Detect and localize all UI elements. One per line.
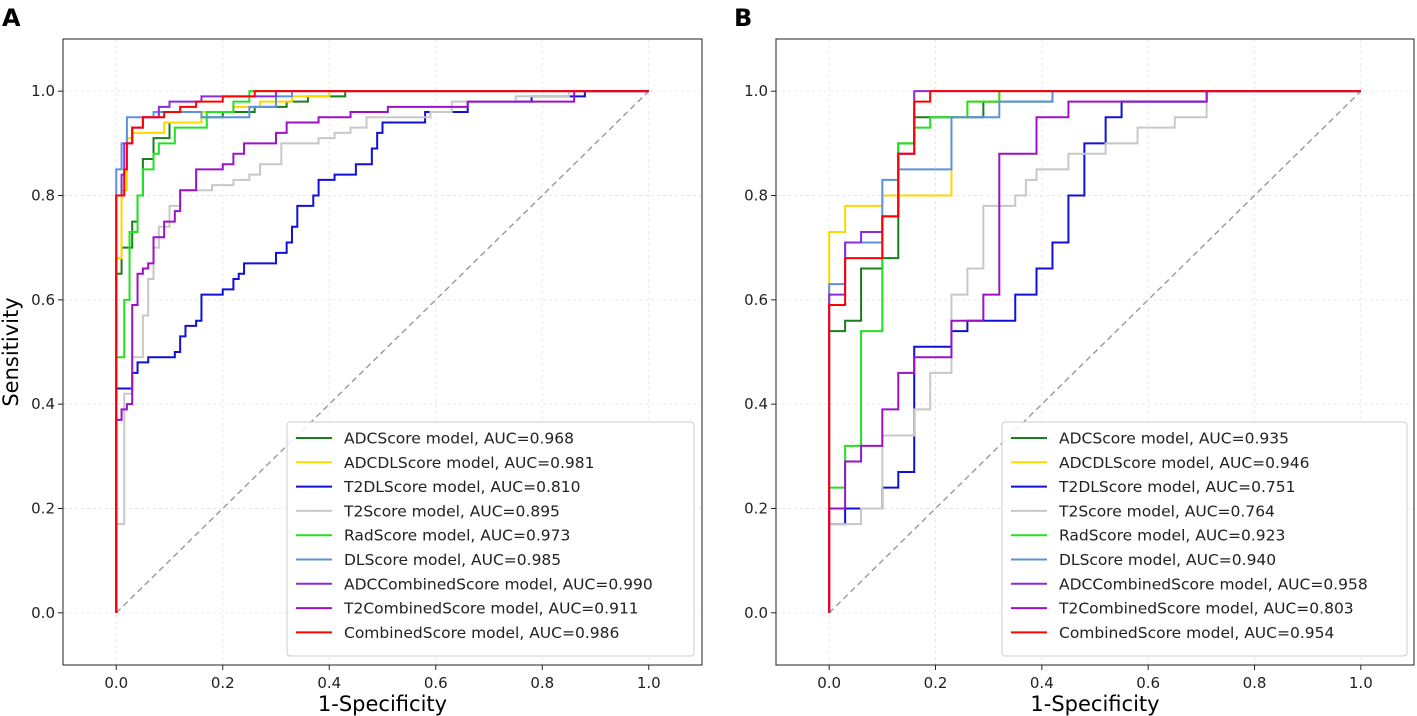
legend-entry: ADCCombinedScore model, AUC=0.990 <box>344 575 653 593</box>
legend-entry: ADCScore model, AUC=0.968 <box>344 430 574 448</box>
legend-entry: ADCCombinedScore model, AUC=0.958 <box>1059 575 1368 593</box>
y-tick-label: 0.6 <box>744 291 768 309</box>
x-tick-label: 0.4 <box>1030 674 1054 692</box>
legend-entry: T2Score model, AUC=0.895 <box>343 502 560 520</box>
legend-entry: T2CombinedScore model, AUC=0.911 <box>343 600 639 618</box>
x-axis-title: 1-Specificity <box>318 692 447 716</box>
legend-entry: T2Score model, AUC=0.764 <box>1058 502 1275 520</box>
roc-curve-combinedscore <box>115 90 649 613</box>
x-tick-label: 1.0 <box>637 674 661 692</box>
legend-entry: ADCDLScore model, AUC=0.946 <box>1059 454 1310 472</box>
y-tick-label: 1.0 <box>744 82 768 100</box>
roc-panel-a: A 0.0 0.2 0.4 0.6 0.8 1.0 0.0 0.2 0.4 0.6 0.8 1.0 1-S… <box>0 4 703 716</box>
x-tick-label: 0.8 <box>1243 674 1267 692</box>
y-tick-label: 0.4 <box>31 395 55 413</box>
x-tick-label: 0.0 <box>817 674 841 692</box>
legend: ADCScore model, AUC=0.968 ADCDLScore mode… <box>286 421 695 657</box>
x-tick-label: 0.2 <box>211 674 235 692</box>
x-tick-label: 0.8 <box>530 674 554 692</box>
plot-frame <box>62 38 703 666</box>
roc-curve-t2combinedscore <box>115 90 649 613</box>
legend-entry: T2CombinedScore model, AUC=0.803 <box>1058 600 1354 618</box>
legend-box <box>286 421 695 657</box>
y-tick-label: 0.0 <box>744 604 768 622</box>
y-tick-label: 1.0 <box>31 82 55 100</box>
x-tick-label: 0.0 <box>104 674 128 692</box>
panel-label: B <box>734 4 752 32</box>
y-tick-label: 0.2 <box>744 500 768 518</box>
legend-entry: ADCDLScore model, AUC=0.981 <box>344 454 595 472</box>
legend-entry: DLScore model, AUC=0.985 <box>344 551 561 569</box>
y-tick-label: 0.8 <box>744 187 768 205</box>
roc-curve-t2score <box>115 90 649 613</box>
y-tick-label: 0.2 <box>31 500 55 518</box>
x-tick-label: 0.6 <box>1136 674 1160 692</box>
y-tick-label: 0.4 <box>744 395 768 413</box>
legend-box <box>1001 421 1408 657</box>
roc-curve-radscore <box>115 90 649 613</box>
x-tick-label: 1.0 <box>1349 674 1373 692</box>
roc-panel-b: B 0.0 0.2 0.4 0.6 0.8 1.0 0.0 0.2 0.4 0.6 0.8 1.0 1-S… <box>734 4 1415 716</box>
legend-entry: RadScore model, AUC=0.923 <box>1059 527 1285 545</box>
roc-curve-t2dlscore <box>115 90 649 613</box>
chance-diagonal-line <box>115 90 650 614</box>
y-tick-label: 0.8 <box>31 187 55 205</box>
x-axis-title: 1-Specificity <box>1030 692 1159 716</box>
chance-diagonal-line <box>828 90 1362 614</box>
legend-entry: T2DLScore model, AUC=0.751 <box>1058 478 1296 496</box>
legend-entry: RadScore model, AUC=0.973 <box>344 527 570 545</box>
roc-curve-t2combinedscore <box>828 90 1361 613</box>
x-tick-label: 0.6 <box>424 674 448 692</box>
roc-curve-t2score <box>828 90 1361 613</box>
y-tick-label: 0.0 <box>31 604 55 622</box>
roc-curve-radscore <box>828 90 1361 613</box>
plot-frame <box>775 38 1415 666</box>
roc-curve-combinedscore <box>828 90 1361 613</box>
panel-label: A <box>2 4 21 32</box>
legend-entry: T2DLScore model, AUC=0.810 <box>343 478 581 496</box>
roc-curve-dlscore <box>115 90 649 613</box>
legend: ADCScore model, AUC=0.935 ADCDLScore mode… <box>1001 421 1408 657</box>
legend-entry: ADCScore model, AUC=0.935 <box>1059 430 1289 448</box>
legend-entry: CombinedScore model, AUC=0.954 <box>1059 624 1334 642</box>
x-tick-label: 0.4 <box>317 674 341 692</box>
legend-entry: DLScore model, AUC=0.940 <box>1059 551 1276 569</box>
x-tick-label: 0.2 <box>924 674 948 692</box>
y-tick-label: 0.6 <box>31 291 55 309</box>
y-axis-title: Sensitivity <box>0 297 23 406</box>
legend-entry: CombinedScore model, AUC=0.986 <box>344 624 619 642</box>
